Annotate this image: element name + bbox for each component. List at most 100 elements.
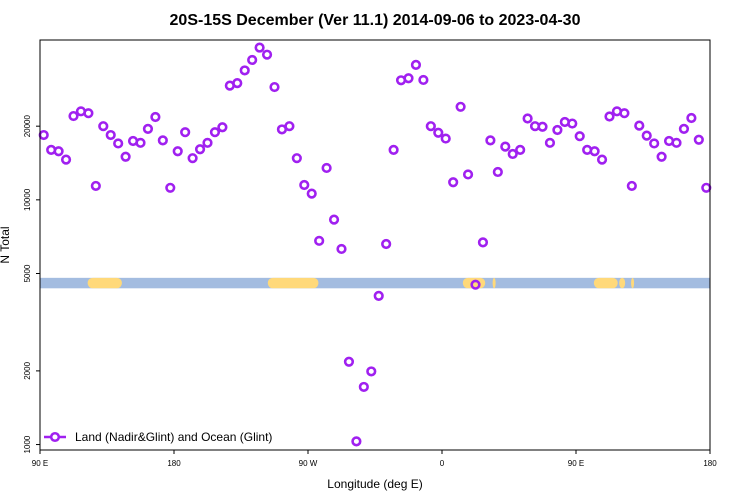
data-point: [388, 144, 399, 155]
x-tick-label: 90 E: [568, 459, 584, 468]
data-point: [254, 42, 265, 53]
x-tick-label: 90 E: [32, 459, 48, 468]
data-point: [180, 127, 191, 138]
data-point: [567, 118, 578, 129]
x-axis: 90 E 180 90 W 0 90 E 180: [32, 450, 717, 468]
data-point: [455, 101, 466, 112]
y-tick-label: 1000: [23, 435, 32, 453]
data-point: [165, 182, 176, 193]
data-point: [515, 144, 526, 155]
data-point: [142, 123, 154, 134]
plot-frame: [39, 39, 711, 451]
data-point: [90, 180, 101, 192]
data-point: [150, 111, 161, 123]
x-tick-label: 90 W: [299, 459, 318, 468]
data-point: [477, 237, 489, 248]
data-point: [589, 146, 600, 157]
data-point: [187, 153, 198, 164]
data-point: [440, 133, 451, 144]
data-point: [522, 113, 533, 124]
data-point: [336, 243, 347, 255]
data-point: [373, 290, 384, 302]
data-point: [60, 154, 72, 165]
surface-strip: [40, 277, 710, 289]
chart-title: 20S-15S December (Ver 11.1) 2014-09-06 t…: [170, 12, 581, 29]
data-points: [38, 42, 712, 447]
y-tick-label: 2000: [23, 361, 32, 379]
data-point: [291, 153, 302, 164]
data-point: [678, 123, 690, 134]
data-point: [492, 166, 503, 178]
data-point: [83, 108, 94, 119]
land-segment: [593, 277, 618, 289]
data-point: [626, 180, 637, 192]
data-point: [574, 131, 585, 142]
data-point: [135, 137, 146, 148]
y-tick-label: 5000: [23, 264, 32, 282]
data-point: [321, 162, 332, 174]
data-point: [38, 129, 49, 141]
data-point: [351, 436, 362, 447]
data-point: [53, 146, 64, 157]
data-point: [247, 54, 258, 66]
y-axis-label: N Total: [0, 226, 12, 263]
data-point: [113, 138, 124, 149]
data-point: [701, 182, 712, 193]
data-point: [306, 188, 317, 199]
land-segment: [267, 277, 319, 289]
data-point: [172, 146, 183, 157]
data-point: [418, 74, 429, 86]
data-point: [448, 177, 459, 188]
data-point: [68, 110, 79, 122]
x-axis-label: Longitude (deg E): [327, 477, 422, 491]
data-point: [537, 121, 548, 132]
land-segment: [619, 277, 626, 289]
data-point: [239, 65, 250, 76]
data-point: [671, 137, 682, 148]
data-point: [425, 121, 436, 132]
ocean-band: [40, 277, 710, 289]
legend-marker: [49, 431, 61, 443]
data-point: [641, 130, 652, 141]
data-point: [500, 141, 511, 152]
data-point: [261, 49, 273, 60]
data-point: [596, 154, 608, 165]
data-point: [462, 169, 474, 180]
data-point: [269, 81, 280, 93]
data-point: [403, 73, 414, 84]
data-point: [209, 127, 221, 138]
data-point: [686, 112, 697, 124]
y-axis: 1000 2000 5000 10000 20000: [23, 115, 40, 453]
data-point: [194, 144, 206, 155]
x-tick-label: 180: [703, 459, 717, 468]
data-point: [343, 356, 355, 367]
data-point: [433, 127, 444, 138]
data-point: [366, 366, 377, 377]
data-point: [604, 111, 615, 122]
data-point: [410, 59, 422, 71]
x-tick-label: 0: [440, 459, 445, 468]
data-point: [507, 148, 518, 160]
data-point: [693, 134, 704, 145]
legend: Land (Nadir&Glint) and Ocean (Glint): [44, 430, 272, 444]
data-point: [470, 279, 481, 290]
data-point: [217, 122, 228, 133]
data-point: [381, 238, 392, 250]
land-segment: [631, 277, 635, 289]
data-point: [120, 151, 131, 162]
data-point: [634, 120, 645, 131]
data-point: [656, 151, 667, 162]
data-point: [314, 235, 325, 246]
data-point: [485, 135, 496, 146]
data-point: [649, 138, 660, 149]
data-point: [284, 121, 295, 132]
data-point: [544, 137, 556, 148]
y-tick-label: 20000: [23, 115, 32, 138]
x-tick-label: 180: [167, 459, 181, 468]
data-point: [358, 381, 369, 393]
y-tick-label: 10000: [23, 188, 32, 211]
data-point: [105, 129, 116, 141]
data-point: [299, 179, 310, 191]
data-point: [202, 137, 213, 148]
